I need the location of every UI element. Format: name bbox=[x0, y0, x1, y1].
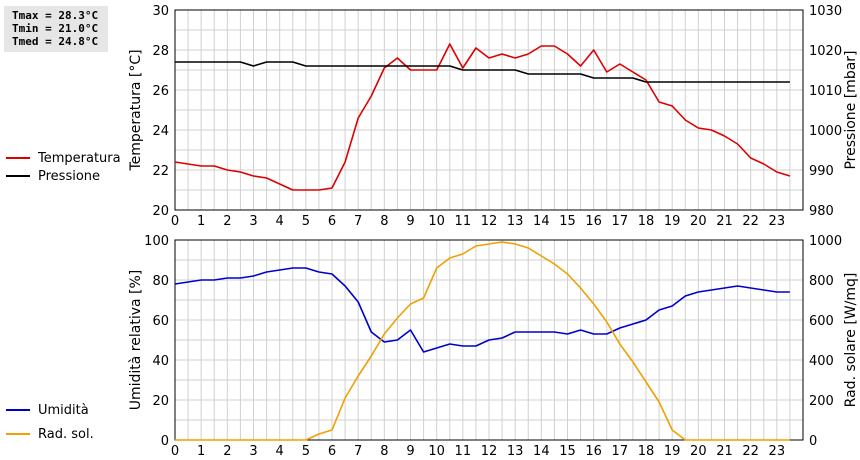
x-tick-label: 8 bbox=[380, 214, 388, 229]
x-tick-label: 13 bbox=[507, 444, 524, 459]
x-tick-label: 12 bbox=[481, 214, 498, 229]
x-tick-label: 15 bbox=[559, 444, 576, 459]
x-tick-label: 9 bbox=[406, 214, 414, 229]
x-tick-label: 22 bbox=[742, 214, 759, 229]
x-tick-label: 14 bbox=[533, 444, 550, 459]
y-right-tick-label: 980 bbox=[809, 204, 834, 219]
tmed-text: Tmed = 24.8°C bbox=[12, 35, 99, 48]
temperature-pressure-chart: 0 1 2 3 4 5 6 7 8 9 10 11 12 13 14 15 16 17 18 19 20 21 22 2320… bbox=[128, 4, 859, 229]
x-tick-label: 6 bbox=[328, 444, 336, 459]
y-left-tick-label: 40 bbox=[152, 354, 169, 369]
x-tick-label: 18 bbox=[638, 214, 655, 229]
y-right-axis-title: Rad. solare [W/mq] bbox=[843, 273, 859, 408]
x-tick-label: 0 bbox=[171, 214, 179, 229]
x-tick-label: 23 bbox=[769, 214, 786, 229]
y-right-axis-title: Pressione [mbar] bbox=[843, 50, 859, 169]
y-left-tick-label: 20 bbox=[152, 204, 169, 219]
x-tick-label: 9 bbox=[406, 444, 414, 459]
y-left-tick-label: 100 bbox=[144, 234, 169, 249]
series-line-temperature bbox=[174, 43, 791, 191]
y-left-tick-label: 60 bbox=[152, 314, 169, 329]
x-tick-label: 2 bbox=[223, 444, 231, 459]
legend-label-temperature: Temperatura bbox=[37, 151, 121, 166]
y-right-tick-label: 800 bbox=[809, 274, 834, 289]
humidity-radiation-chart: 0 1 2 3 4 5 6 7 8 9 10 11 12 13 14 15 16 17 18 19 20 21 22 2302… bbox=[128, 234, 859, 459]
y-right-tick-label: 1000 bbox=[809, 234, 842, 249]
x-tick-label: 19 bbox=[664, 444, 681, 459]
y-right-tick-label: 1020 bbox=[809, 44, 842, 59]
x-tick-label: 14 bbox=[533, 214, 550, 229]
x-tick-label: 13 bbox=[507, 214, 524, 229]
x-tick-label: 10 bbox=[428, 214, 445, 229]
y-left-tick-label: 80 bbox=[152, 274, 169, 289]
y-right-tick-label: 600 bbox=[809, 314, 834, 329]
x-tick-label: 5 bbox=[302, 444, 310, 459]
x-tick-label: 17 bbox=[612, 444, 629, 459]
x-tick-label: 8 bbox=[380, 444, 388, 459]
legend-label-radiation: Rad. sol. bbox=[38, 427, 94, 442]
x-tick-label: 19 bbox=[664, 214, 681, 229]
x-tick-label: 21 bbox=[716, 444, 733, 459]
x-tick-label: 11 bbox=[455, 214, 472, 229]
x-tick-label: 17 bbox=[612, 214, 629, 229]
legend-label-pressure: Pressione bbox=[38, 169, 100, 184]
x-tick-label: 10 bbox=[428, 444, 445, 459]
y-right-tick-label: 1010 bbox=[809, 84, 842, 99]
x-tick-label: 3 bbox=[249, 444, 257, 459]
y-right-tick-label: 1030 bbox=[809, 4, 842, 19]
x-tick-label: 7 bbox=[354, 214, 362, 229]
series-line-radiation bbox=[175, 241, 790, 441]
y-right-tick-label: 0 bbox=[809, 434, 817, 449]
y-left-tick-label: 20 bbox=[152, 394, 169, 409]
x-tick-label: 22 bbox=[742, 444, 759, 459]
y-left-tick-label: 22 bbox=[152, 164, 169, 179]
x-tick-label: 23 bbox=[769, 444, 786, 459]
y-left-axis-title: Temperatura [°C] bbox=[128, 49, 144, 171]
x-tick-label: 11 bbox=[455, 444, 472, 459]
x-tick-label: 3 bbox=[249, 214, 257, 229]
x-tick-label: 21 bbox=[716, 214, 733, 229]
x-tick-label: 18 bbox=[638, 444, 655, 459]
x-tick-label: 20 bbox=[690, 214, 707, 229]
x-tick-label: 12 bbox=[481, 444, 498, 459]
tmin-text: Tmin = 21.0°C bbox=[12, 22, 99, 35]
x-tick-label: 1 bbox=[197, 214, 205, 229]
y-left-tick-label: 24 bbox=[152, 124, 169, 139]
x-tick-label: 0 bbox=[171, 444, 179, 459]
legends: Temperatura Pressione Umidità Rad. sol. bbox=[6, 151, 121, 442]
plot-frame bbox=[174, 9, 804, 211]
x-tick-label: 6 bbox=[328, 214, 336, 229]
series-line-pressure bbox=[175, 61, 790, 83]
x-tick-label: 15 bbox=[559, 214, 576, 229]
plot-frame bbox=[174, 239, 804, 441]
y-right-tick-label: 400 bbox=[809, 354, 834, 369]
x-tick-label: 4 bbox=[276, 214, 284, 229]
x-tick-label: 16 bbox=[585, 444, 602, 459]
x-tick-label: 16 bbox=[585, 214, 602, 229]
x-tick-label: 2 bbox=[223, 214, 231, 229]
y-right-tick-label: 1000 bbox=[809, 124, 842, 139]
tmax-text: Tmax = 28.3°C bbox=[12, 9, 99, 22]
y-left-tick-label: 0 bbox=[161, 434, 169, 449]
y-left-tick-label: 30 bbox=[152, 4, 169, 19]
y-left-tick-label: 26 bbox=[152, 84, 169, 99]
x-tick-label: 1 bbox=[197, 444, 205, 459]
stats-box: Tmax = 28.3°C Tmin = 21.0°C Tmed = 24.8°… bbox=[4, 6, 108, 52]
y-right-tick-label: 200 bbox=[809, 394, 834, 409]
series-line-humidity bbox=[174, 267, 790, 353]
x-tick-label: 7 bbox=[354, 444, 362, 459]
x-tick-label: 20 bbox=[690, 444, 707, 459]
y-left-axis-title: Umidità relativa [%] bbox=[128, 270, 144, 411]
legend-label-humidity: Umidità bbox=[38, 403, 89, 418]
y-left-tick-label: 28 bbox=[152, 44, 169, 59]
x-tick-label: 5 bbox=[302, 214, 310, 229]
x-tick-label: 4 bbox=[276, 444, 284, 459]
y-right-tick-label: 990 bbox=[809, 164, 834, 179]
